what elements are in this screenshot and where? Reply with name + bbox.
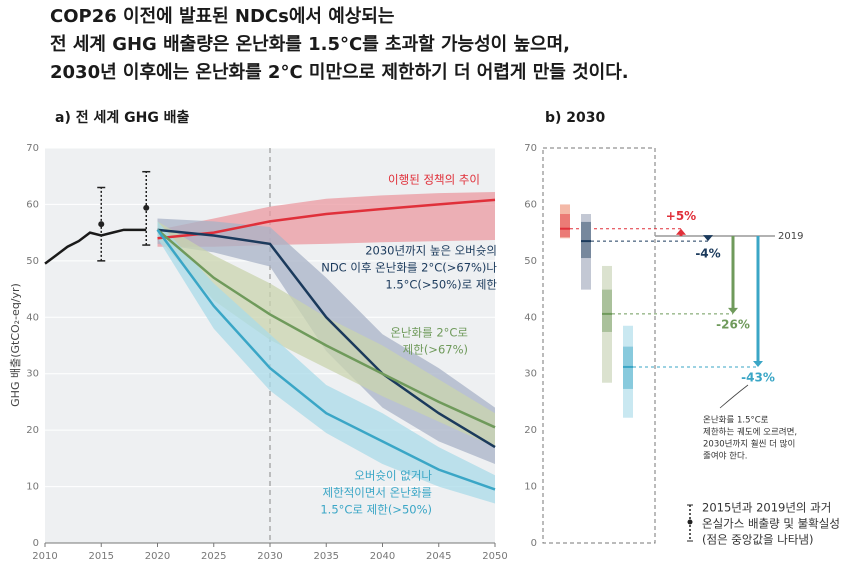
x-tick-label: 2010: [32, 551, 57, 562]
range-bar: [581, 214, 591, 290]
arrow-head: [753, 360, 763, 367]
panel-title: a) 전 세계 GHG 배출: [55, 109, 190, 126]
y-tick-label: 10: [26, 482, 39, 493]
legend-text: 2015년과 2019년의 과거: [702, 501, 831, 515]
series-annotation: 제한(>67%): [403, 343, 468, 357]
y-tick-label: 40: [524, 312, 537, 323]
series-annotation: 2030년까지 높은 오버슛의: [365, 244, 497, 258]
y-tick-label: 0: [33, 538, 39, 549]
y-tick-label: 20: [524, 425, 537, 436]
y-tick-label: 30: [26, 369, 39, 380]
x-tick-label: 2035: [314, 551, 339, 562]
arrow-head: [728, 307, 738, 314]
arrow-head: [676, 228, 686, 235]
note-text: 제한하는 궤도에 오르려면,: [703, 427, 797, 438]
y-tick-label: 40: [26, 312, 39, 323]
title-line: 전 세계 GHG 배출량은 온난화를 1.5°C를 초과할 가능성이 높으며,: [50, 33, 570, 55]
note-text: 온난화를 1.5°C로: [703, 416, 769, 426]
range-bar: [602, 265, 612, 383]
change-label: +5%: [666, 209, 696, 223]
y-tick-label: 10: [524, 482, 537, 493]
range-inner: [560, 214, 570, 238]
change-label: -43%: [741, 370, 775, 384]
title-line: 2030년 이후에는 온난화를 2°C 미만으로 제한하기 더 어렵게 만들 것…: [50, 62, 629, 83]
x-tick-label: 2030: [257, 551, 282, 562]
series-annotation: 1.5°C로 제한(>50%): [320, 503, 432, 517]
uncertainty-band: [157, 221, 495, 504]
series-annotation: NDC 이후 온난화를 2°C(>67%)나: [321, 261, 497, 275]
arrow-head: [703, 235, 713, 242]
series-line: [157, 228, 496, 449]
series-annotation: 오버슛이 없거나: [354, 469, 432, 483]
title-line: COP26 이전에 발표된 NDCs에서 예상되는: [50, 6, 394, 27]
series-line: [157, 198, 496, 240]
note-text: 줄여야 한다.: [703, 451, 748, 462]
range-bar: [560, 204, 570, 239]
range-inner: [602, 289, 612, 332]
y-tick-label: 70: [26, 143, 39, 154]
legend-icon: [687, 519, 693, 525]
y-tick-label: 50: [524, 256, 537, 267]
series-annotation: 1.5°C(>50%)로 제한: [385, 278, 497, 292]
note-text: 2030년까지 훨씬 더 많이: [703, 439, 795, 450]
series-annotation: 제한적이면서 온난화를: [323, 486, 432, 500]
x-tick-label: 2020: [145, 551, 170, 562]
range-inner: [581, 221, 591, 259]
series-line: [44, 228, 147, 265]
uncertainty-band: [157, 221, 495, 448]
range-bar: [623, 325, 633, 418]
y-tick-label: 20: [26, 425, 39, 436]
change-label: -4%: [695, 247, 720, 261]
y-tick-label: 50: [26, 256, 39, 267]
x-tick-label: 2045: [426, 551, 451, 562]
x-tick-label: 2050: [482, 551, 507, 562]
panel-title: b) 2030: [545, 110, 606, 126]
median-dot: [98, 221, 105, 228]
median-dot: [143, 204, 150, 211]
y-tick-label: 60: [524, 199, 537, 210]
y-tick-label: 30: [524, 369, 537, 380]
y-tick-label: 0: [531, 538, 537, 549]
legend-text: 온실가스 배출량 및 불확실성: [702, 517, 840, 531]
y-tick-label: 70: [524, 143, 537, 154]
y-tick-label: 60: [26, 199, 39, 210]
x-tick-label: 2040: [370, 551, 395, 562]
series-annotation: 이행된 정책의 추이: [388, 173, 480, 187]
legend-text: (점은 중앙값을 나타냄): [702, 533, 814, 547]
change-label: -26%: [716, 317, 750, 331]
x-tick-label: 2025: [201, 551, 226, 562]
x-tick-label: 2015: [89, 551, 114, 562]
panel-frame: [542, 147, 656, 544]
reference-label: 2019: [778, 231, 803, 242]
series-annotation: 온난화를 2°C로: [390, 326, 468, 340]
y-axis-label: GHG 배출(GtCO₂-eq/yr): [9, 283, 22, 407]
series-line: [156, 228, 496, 429]
note-leader: [719, 384, 749, 409]
series-line: [156, 229, 496, 491]
